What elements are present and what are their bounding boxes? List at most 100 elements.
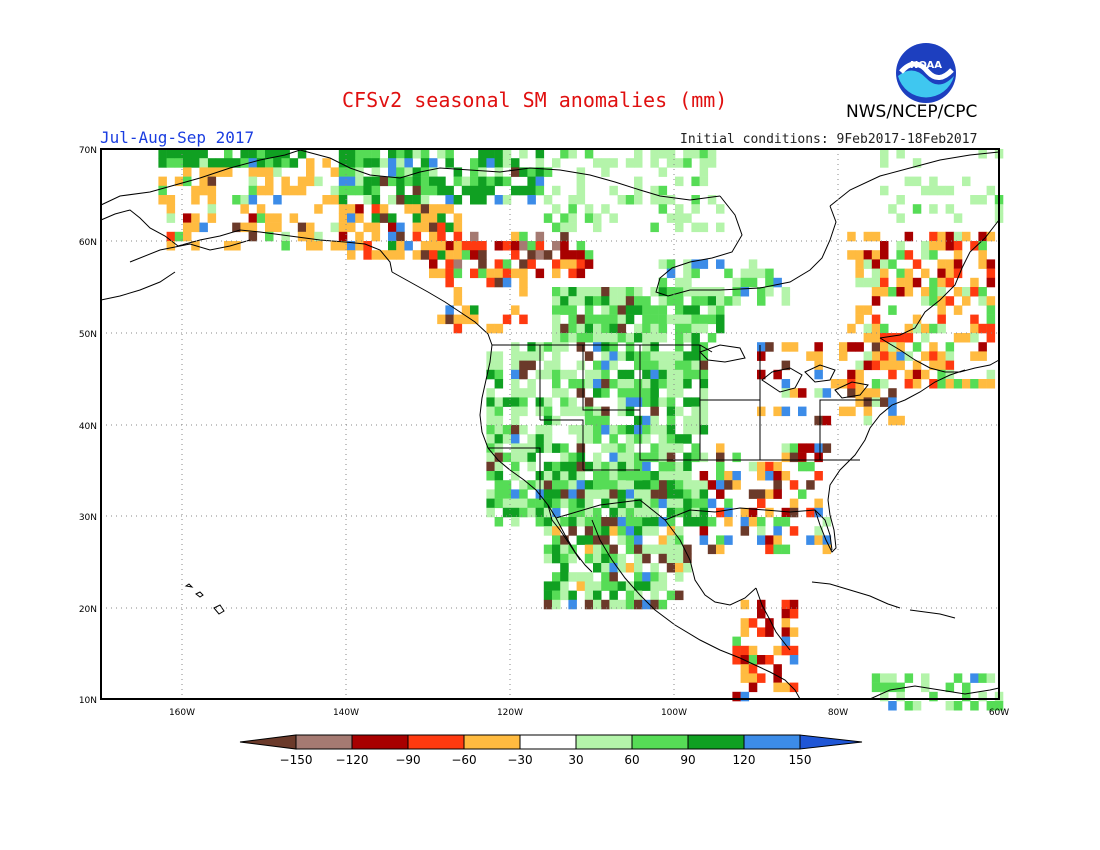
anomaly-cell xyxy=(552,544,561,555)
anomaly-cell xyxy=(584,507,594,518)
anomaly-cell xyxy=(486,452,495,463)
anomaly-cell xyxy=(781,544,791,555)
anomaly-cell xyxy=(560,287,569,297)
lat-label: 10N xyxy=(79,696,97,706)
anomaly-cell xyxy=(437,204,446,214)
anomaly-cell xyxy=(281,158,290,168)
anomaly-cell xyxy=(904,268,914,279)
anomaly-cell xyxy=(683,461,692,472)
anomaly-cell xyxy=(535,185,545,196)
anomaly-cell xyxy=(560,397,569,407)
anomaly-cell xyxy=(634,305,643,315)
anomaly-cell xyxy=(511,517,520,527)
anomaly-cell xyxy=(265,167,274,177)
anomaly-cell xyxy=(388,241,397,251)
anomaly-cell xyxy=(896,342,905,352)
anomaly-cell xyxy=(609,342,618,352)
anomaly-cell xyxy=(634,158,643,168)
anomaly-cell xyxy=(945,268,955,279)
anomaly-cell xyxy=(691,323,700,334)
anomaly-cell xyxy=(560,471,569,481)
anomaly-cell xyxy=(937,369,946,380)
anomaly-cell xyxy=(437,314,446,325)
anomaly-cell xyxy=(371,167,381,177)
anomaly-cell xyxy=(634,563,643,573)
anomaly-cell xyxy=(798,406,807,417)
anomaly-cell xyxy=(609,360,618,371)
anomaly-cell xyxy=(601,599,610,610)
anomaly-cell xyxy=(511,434,520,444)
anomaly-cell xyxy=(986,268,996,279)
colorbar-label: −150 xyxy=(280,753,313,767)
anomaly-cell xyxy=(683,268,692,279)
anomaly-cell xyxy=(675,526,684,536)
anomaly-cell xyxy=(650,517,659,527)
anomaly-cell xyxy=(494,323,504,334)
anomaly-cell xyxy=(683,507,692,518)
anomaly-cell xyxy=(896,149,905,159)
anomaly-cell xyxy=(773,517,782,527)
anomaly-cell xyxy=(773,369,782,380)
anomaly-cell xyxy=(486,268,495,279)
anomaly-cell xyxy=(494,461,504,472)
anomaly-cell xyxy=(552,287,561,297)
anomaly-cell xyxy=(576,185,586,196)
anomaly-cell xyxy=(568,323,577,334)
anomaly-cell xyxy=(183,213,192,223)
anomaly-cell xyxy=(306,176,315,187)
anomaly-cell xyxy=(617,305,627,315)
anomaly-cell xyxy=(855,369,864,380)
anomaly-cell xyxy=(732,287,741,297)
anomaly-cell xyxy=(896,415,905,426)
anomaly-cell xyxy=(502,452,512,463)
anomaly-cell xyxy=(953,231,963,242)
anomaly-cell xyxy=(609,305,618,315)
anomaly-cell xyxy=(560,461,569,472)
anomaly-cell xyxy=(814,535,823,545)
anomaly-cell xyxy=(871,259,881,269)
anomaly-cell xyxy=(568,204,577,214)
anomaly-cell xyxy=(740,268,750,279)
anomaly-cell xyxy=(683,434,692,444)
anomaly-cell xyxy=(863,305,873,315)
anomaly-cell xyxy=(617,397,627,407)
anomaly-cell xyxy=(593,379,602,389)
anomaly-cell xyxy=(576,296,586,306)
anomaly-cell xyxy=(519,425,528,435)
anomaly-cell xyxy=(855,342,864,352)
anomaly-cell xyxy=(789,388,799,398)
anomaly-cell xyxy=(502,480,512,490)
anomaly-cell xyxy=(576,452,586,463)
anomaly-cell xyxy=(740,507,750,518)
anomaly-cell xyxy=(822,443,832,453)
anomaly-cell xyxy=(519,167,528,177)
anomaly-cell xyxy=(871,388,881,398)
anomaly-cell xyxy=(896,277,905,288)
anomaly-cell xyxy=(625,544,635,555)
anomaly-cell xyxy=(593,415,602,426)
anomaly-cell xyxy=(601,360,610,371)
anomaly-cell xyxy=(666,498,676,509)
anomaly-cell xyxy=(970,287,979,297)
anomaly-cell xyxy=(945,682,955,693)
anomaly-cell xyxy=(707,333,717,343)
anomaly-cell xyxy=(675,204,684,214)
anomaly-cell xyxy=(593,369,602,380)
anomaly-cell xyxy=(552,333,561,343)
anomaly-cell xyxy=(552,204,561,214)
anomaly-cell xyxy=(937,296,946,306)
anomaly-cell xyxy=(289,158,299,168)
initial-conditions: Initial conditions: 9Feb2017-18Feb2017 xyxy=(680,132,978,147)
anomaly-cell xyxy=(642,526,651,536)
anomaly-cell xyxy=(625,452,635,463)
anomaly-cell xyxy=(650,305,659,315)
anomaly-cell xyxy=(634,388,643,398)
anomaly-cell xyxy=(962,287,971,297)
anomaly-cell xyxy=(748,517,758,527)
anomaly-cell xyxy=(568,452,577,463)
anomaly-cell xyxy=(535,231,545,242)
anomaly-cell xyxy=(445,222,454,233)
anomaly-cell xyxy=(486,507,495,518)
anomaly-cell xyxy=(773,526,782,536)
anomaly-cell xyxy=(412,204,422,214)
